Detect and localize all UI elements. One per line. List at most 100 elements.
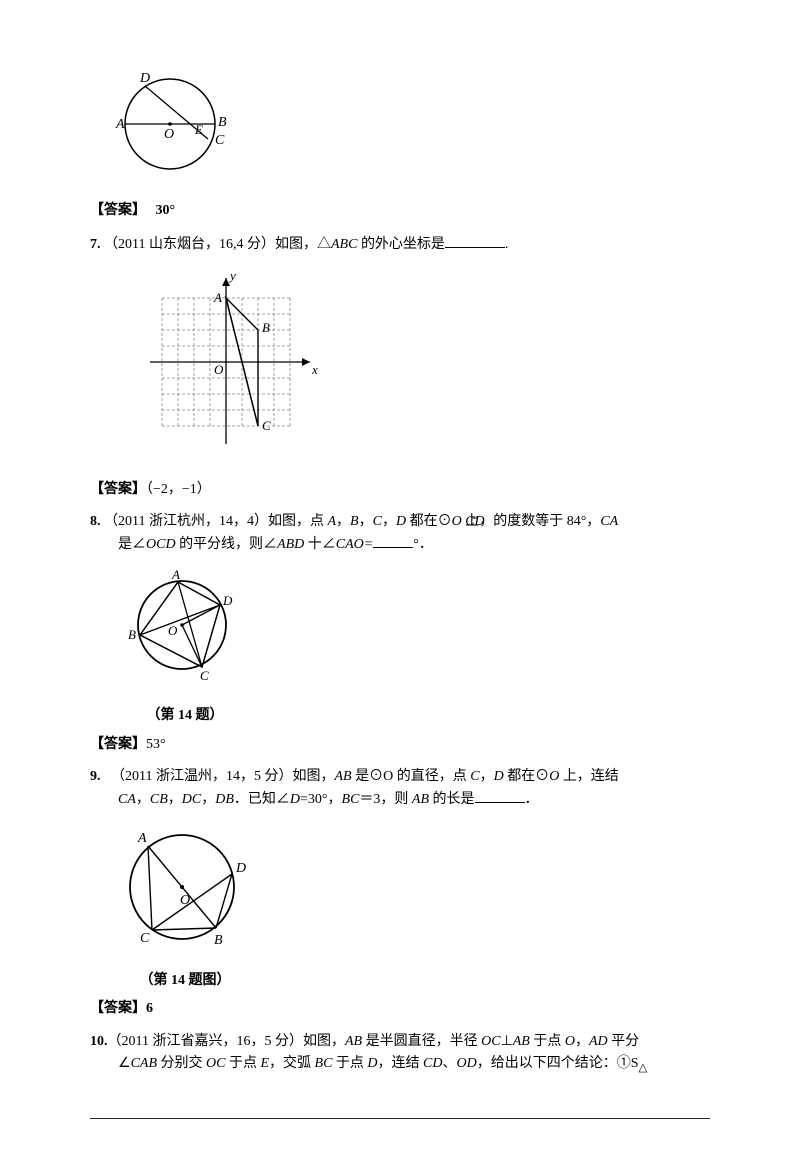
svg-text:C: C — [215, 133, 225, 148]
q9-AB2: AB — [412, 792, 429, 807]
svg-text:C: C — [200, 668, 209, 683]
figure-q6: A B C D E O — [110, 66, 710, 194]
q8-t14: 是∠ — [118, 537, 146, 552]
q8-OCD: OCD — [146, 537, 176, 552]
q10-ang: ∠ — [118, 1056, 131, 1071]
svg-text:O: O — [168, 623, 178, 638]
q9-blank — [475, 788, 525, 803]
svg-text:B: B — [262, 320, 270, 335]
q8-t9: 都在⊙ — [406, 514, 452, 529]
figure-q7: A B C O y x — [130, 266, 710, 464]
q9-CA: CA — [118, 792, 136, 807]
q9-c2: ， — [136, 792, 150, 807]
q10-CD: CD — [423, 1056, 442, 1071]
q9-CB: CB — [150, 792, 168, 807]
q8-blank — [373, 533, 413, 548]
answer-6: 【答案】 30° — [90, 200, 710, 222]
svg-text:O: O — [214, 362, 224, 377]
fig8-caption: （第 14 题） — [120, 705, 250, 727]
answer-value: （−2，−1） — [146, 482, 211, 497]
answer-value: 53° — [146, 737, 166, 752]
answer-9: 【答案】6 — [90, 998, 710, 1020]
q9-O: O — [549, 769, 559, 784]
q8-B: B — [350, 514, 359, 529]
svg-text:B: B — [214, 933, 223, 948]
q10-t-e: 于点 — [225, 1056, 260, 1071]
q9-BC: BC — [342, 792, 360, 807]
answer-value: 30° — [156, 203, 176, 218]
svg-text:A: A — [137, 831, 147, 846]
q10-perp: ⊥ — [501, 1034, 513, 1049]
q9-c1: ， — [480, 769, 494, 784]
q9-t-j: =30°， — [300, 792, 342, 807]
q10-t-g: ，交弧 — [269, 1056, 315, 1071]
answer-label: 【答案】 — [90, 203, 146, 218]
q8-t20: °． — [413, 537, 433, 552]
q10-t3: 是半圆直径，半径 — [362, 1034, 481, 1049]
q9-t9: 上，连结 — [559, 769, 619, 784]
svg-text:A: A — [213, 290, 222, 305]
q10-CAB: CAB — [131, 1056, 157, 1071]
svg-text:C: C — [262, 418, 271, 433]
q7-text-d: . — [505, 237, 509, 252]
svg-text:O: O — [164, 127, 174, 142]
q10-t-o: ，给出以下四个结论：①S — [477, 1056, 639, 1071]
question-7: 7. （2011 山东烟台，16,4 分）如图，△ABC 的外心坐标是. — [90, 233, 710, 256]
svg-text:D: D — [139, 71, 150, 86]
q10-OD: OD — [457, 1056, 477, 1071]
q8-t18: 十∠ — [304, 537, 336, 552]
q9-t-n: 的长是 — [429, 792, 475, 807]
q8-t16: 的平分线，则∠ — [176, 537, 278, 552]
q8-t1: （2011 浙江杭州，14，4）如图，点 — [104, 514, 327, 529]
q10-OC: OC — [481, 1034, 500, 1049]
figure-q8: A D C B O （第 14 题） — [120, 567, 710, 728]
q9-t-l: ＝3，则 — [359, 792, 412, 807]
answer-label: 【答案】 — [90, 737, 146, 752]
question-10: 10.（2011 浙江省嘉兴，16，5 分）如图，AB 是半圆直径，半径 OC⊥… — [90, 1031, 710, 1078]
q8-O: O — [452, 514, 462, 529]
q10-num: 10. — [90, 1034, 108, 1049]
figure-q9: A B C D O （第 14 题图） — [110, 822, 710, 993]
q8-num: 8. — [90, 514, 101, 529]
q10-BC: BC — [315, 1056, 333, 1071]
q8-CA: CA — [600, 514, 618, 529]
q9-DC: DC — [182, 792, 201, 807]
svg-text:B: B — [128, 627, 136, 642]
q10-t7: 于点 — [530, 1034, 565, 1049]
answer-8: 【答案】53° — [90, 734, 710, 756]
q9-t-h: ．已知∠ — [234, 792, 290, 807]
q9-AB: AB — [334, 769, 351, 784]
q9-t1: （2011 浙江温州，14，5 分）如图， — [111, 769, 334, 784]
q10-AD: AD — [589, 1034, 608, 1049]
svg-text:D: D — [222, 593, 233, 608]
q10-OC2: OC — [206, 1056, 225, 1071]
q8-A: A — [327, 514, 336, 529]
question-9: 9. （2011 浙江温州，14，5 分）如图，AB 是⊙O 的直径，点 C，D… — [90, 766, 710, 812]
q8-D: D — [396, 514, 406, 529]
q10-t-k: ，连结 — [378, 1056, 424, 1071]
q8-t12: 的度数等于 84°， — [493, 514, 600, 529]
svg-text:E: E — [194, 122, 203, 137]
answer-7: 【答案】（−2，−1） — [90, 479, 710, 501]
svg-text:x: x — [311, 362, 318, 377]
q10-t-m: 、 — [443, 1056, 457, 1071]
q8-CAO: CAO= — [336, 537, 373, 552]
svg-text:y: y — [228, 268, 236, 283]
q10-E: E — [260, 1056, 269, 1071]
fig9-caption: （第 14 题图） — [110, 970, 260, 992]
q8-ABD: ABD — [277, 537, 304, 552]
q10-t1: （2011 浙江省嘉兴，16，5 分）如图， — [108, 1034, 345, 1049]
svg-text:A: A — [115, 117, 125, 132]
q10-t11: 平分 — [608, 1034, 640, 1049]
q10-O: O — [565, 1034, 575, 1049]
question-8: 8. （2011 浙江杭州，14，4）如图，点 A，B，C，D 都在⊙O 上，C… — [90, 511, 710, 557]
q9-t3: 是⊙O 的直径，点 — [352, 769, 471, 784]
q7-abc: ABC — [331, 237, 357, 252]
q10-AB: AB — [345, 1034, 362, 1049]
q7-num: 7. — [90, 237, 101, 252]
answer-label: 【答案】 — [90, 482, 146, 497]
q7-text-a: （2011 山东烟台，16,4 分）如图，△ — [104, 237, 331, 252]
q7-text-c: 的外心坐标是 — [357, 237, 445, 252]
q10-t-c: 分别交 — [157, 1056, 206, 1071]
svg-text:C: C — [140, 931, 150, 946]
